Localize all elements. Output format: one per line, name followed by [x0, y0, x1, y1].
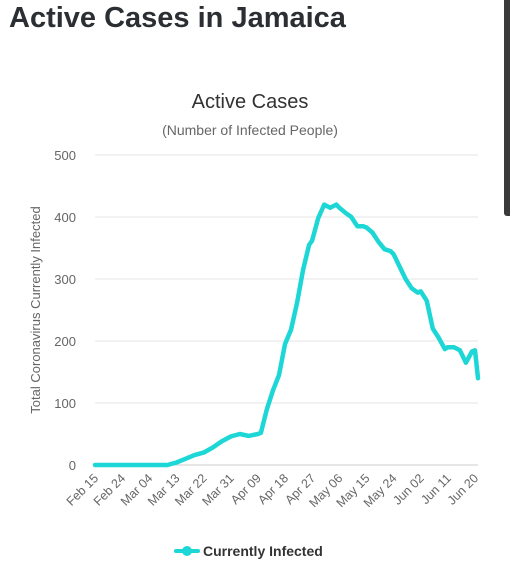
- chart-subtitle: (Number of Infected People): [162, 122, 338, 138]
- series-line-currently-infected[interactable]: [92, 202, 481, 468]
- y-tick-label: 300: [54, 272, 76, 287]
- grid-lines: [95, 154, 478, 466]
- series-layer: [92, 202, 481, 468]
- legend-label: Currently Infected: [203, 543, 323, 559]
- x-tick-label: Jun 02: [390, 471, 426, 507]
- y-tick-label: 100: [54, 396, 76, 411]
- page-title: Active Cases in Jamaica: [9, 2, 346, 34]
- y-tick-label: 400: [54, 210, 76, 225]
- y-axis-label: Total Coronavirus Currently Infected: [28, 206, 43, 413]
- x-tick-label: Jun 20: [445, 471, 481, 507]
- y-tick-label: 500: [54, 148, 76, 163]
- chart-title: Active Cases: [192, 91, 309, 113]
- y-tick-label: 0: [69, 458, 76, 473]
- scrollbar[interactable]: [504, 0, 510, 216]
- legend-swatch-marker: [182, 546, 192, 556]
- y-tick-label: 200: [54, 334, 76, 349]
- y-tick-labels: 0 100 200 300 400 500: [54, 148, 76, 473]
- legend[interactable]: Currently Infected: [174, 543, 323, 559]
